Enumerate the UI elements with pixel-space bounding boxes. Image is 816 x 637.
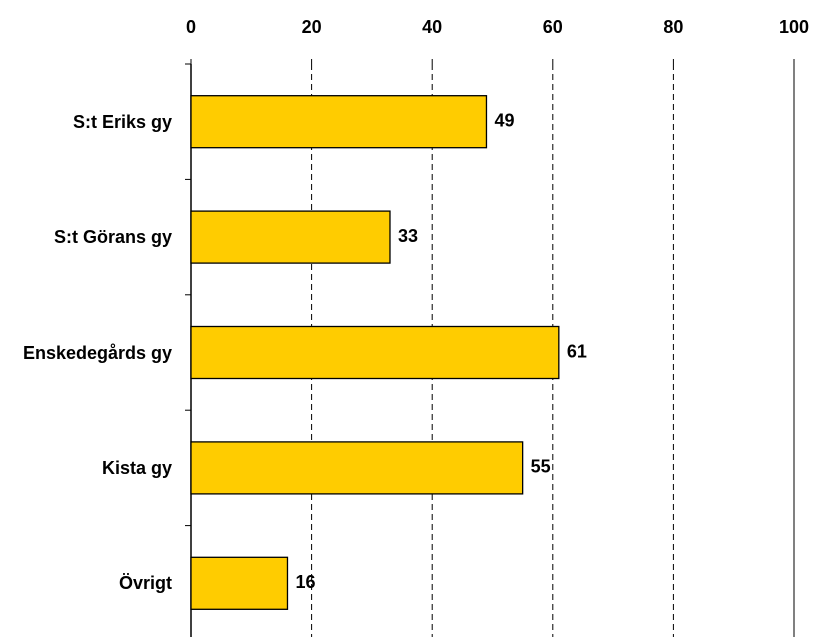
category-text: Övrigt bbox=[118, 573, 172, 594]
category-text: S:t Eriks gy bbox=[72, 111, 172, 132]
category-text: Enskedegårds gy bbox=[22, 342, 172, 363]
value-label: 16 bbox=[295, 572, 315, 592]
value-label: 49 bbox=[494, 110, 514, 130]
x-tick-label: 60 bbox=[543, 17, 563, 37]
x-tick-label: 20 bbox=[302, 17, 322, 37]
category-label: Kista gy bbox=[0, 455, 172, 481]
category-text: S:t Görans gy bbox=[53, 227, 172, 248]
category-label: S:t Görans gy bbox=[0, 224, 172, 250]
category-text: Kista gy bbox=[101, 457, 172, 478]
bar bbox=[190, 95, 488, 149]
category-label: Övrigt bbox=[0, 570, 172, 596]
x-tick-label: 100 bbox=[779, 17, 809, 37]
x-tick-label: 40 bbox=[422, 17, 442, 37]
bar bbox=[190, 441, 524, 495]
value-label: 61 bbox=[567, 341, 587, 361]
x-tick-label: 80 bbox=[663, 17, 683, 37]
value-label: 55 bbox=[531, 457, 551, 477]
bar bbox=[190, 556, 289, 610]
x-tick-label: 0 bbox=[186, 17, 196, 37]
bar bbox=[190, 210, 391, 264]
value-label: 33 bbox=[398, 226, 418, 246]
bar bbox=[190, 325, 560, 380]
category-label: Enskedegårds gy bbox=[0, 340, 172, 366]
category-label: S:t Eriks gy bbox=[0, 109, 172, 135]
